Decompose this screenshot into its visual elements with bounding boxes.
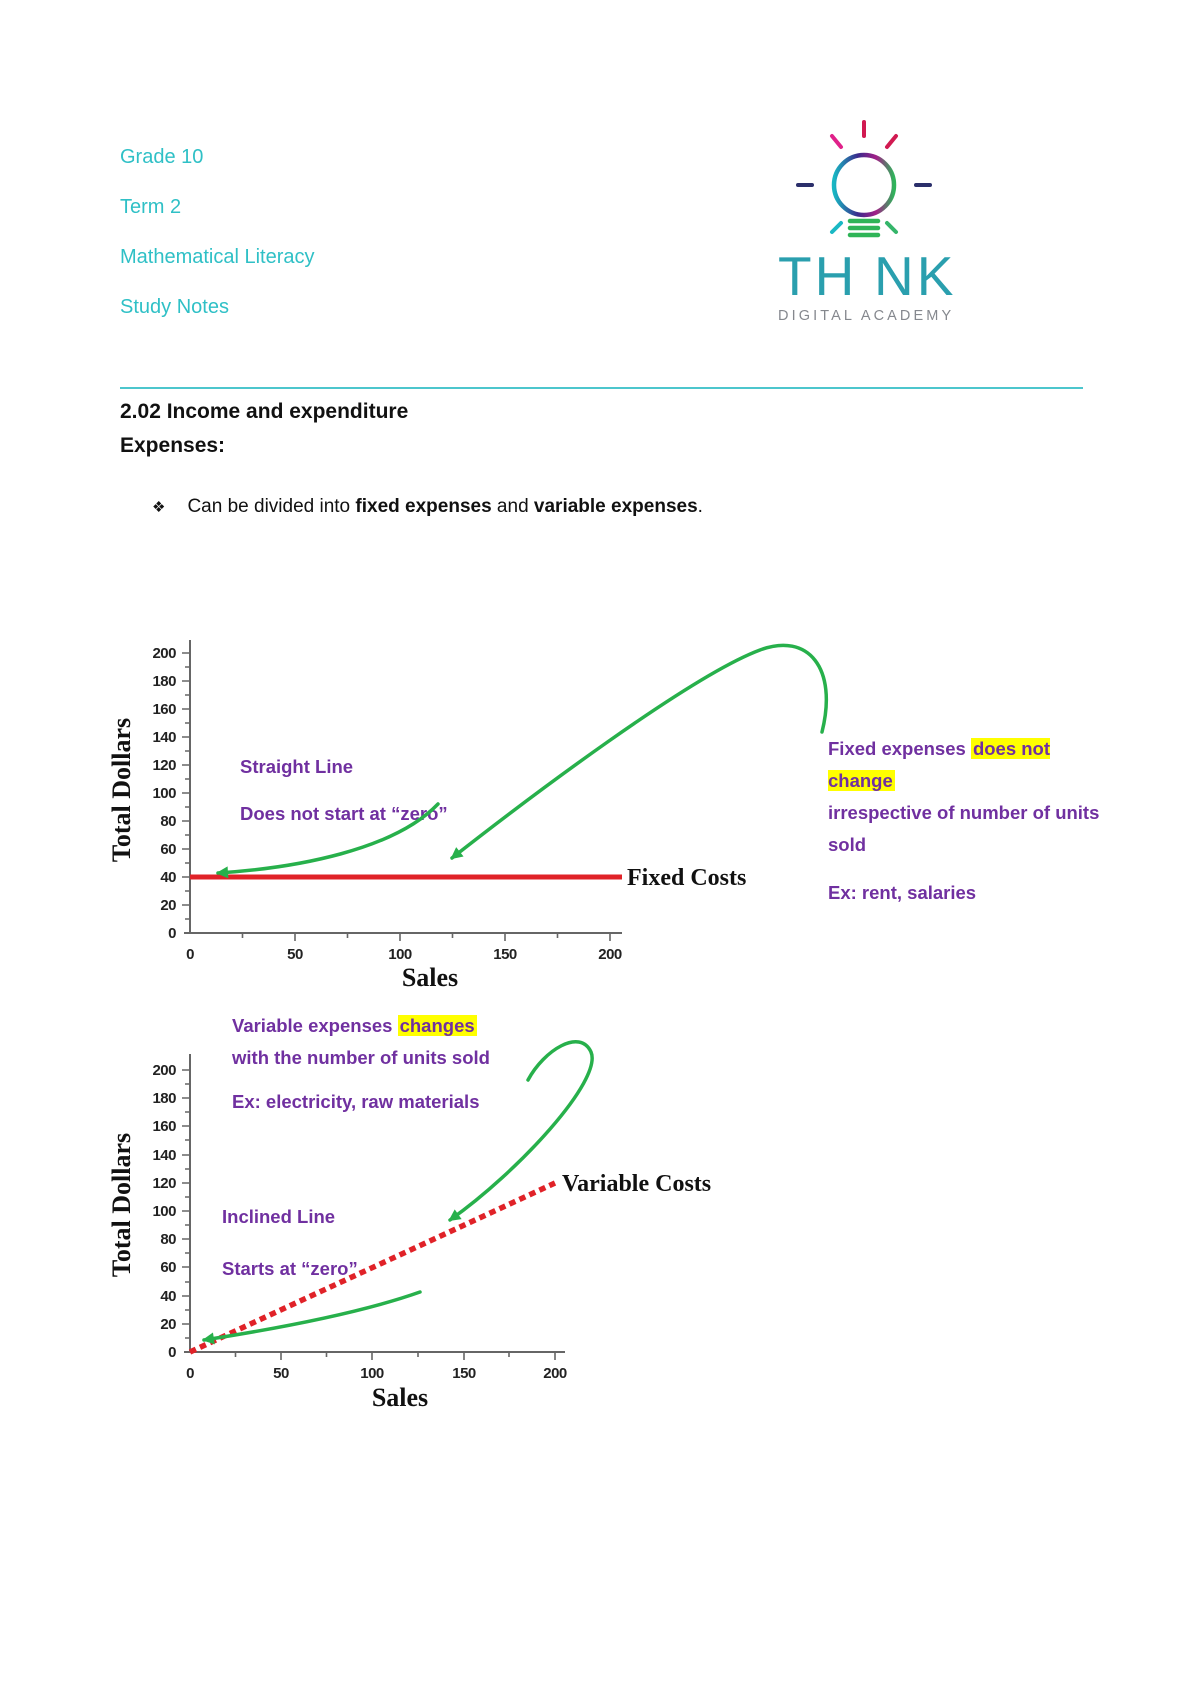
y-axis-label: Total Dollars [107, 718, 136, 862]
think-digital-academy-logo: TH NK DIGITAL ACADEMY [778, 120, 956, 324]
y-major-ticks [182, 1069, 190, 1325]
x-tick-200: 200 [543, 1365, 567, 1382]
not-zero-annotation: Does not start at “zero” [240, 803, 448, 824]
fixed-example-note: Ex: rent, salaries [828, 882, 977, 903]
y-tick-120: 120 [152, 757, 176, 774]
fixed-expenses-note: Fixed expenses does not change irrespect… [828, 733, 1120, 909]
document-header: Grade 10 Term 2 Mathematical Literacy St… [120, 146, 315, 346]
y-tick-0: 0 [168, 1344, 176, 1361]
y-tick-20: 20 [160, 897, 176, 914]
y-tick-0: 0 [168, 925, 176, 942]
brand-tagline: DIGITAL ACADEMY [778, 308, 954, 324]
x-tick-200: 200 [598, 946, 622, 963]
x-tick-150: 150 [452, 1365, 476, 1382]
variable-costs-line-label: Variable Costs [562, 1171, 711, 1197]
header-term: Term 2 [120, 196, 182, 218]
y-tick-140: 140 [152, 1147, 176, 1164]
bullet-text-pre: Can be divided into [187, 496, 356, 517]
x-major-ticks [294, 933, 611, 941]
brand-text-right: NK [874, 245, 956, 307]
y-tick-160: 160 [152, 701, 176, 718]
section-subheading: Expenses: [120, 434, 226, 457]
y-tick-120: 120 [152, 1175, 176, 1192]
x-axis-label: Sales [372, 1383, 428, 1412]
y-tick-60: 60 [160, 1259, 176, 1276]
variable-expenses-note: Variable expenses changes with the numbe… [232, 1010, 490, 1074]
ray-upper-left-icon [830, 134, 843, 149]
y-tick-60: 60 [160, 841, 176, 858]
bulb-base-coil-icon [847, 218, 881, 238]
fixed-note-line3: sold [828, 834, 867, 855]
inclined-line-annotation: Inclined Line [222, 1206, 335, 1227]
x-tick-150: 150 [493, 946, 517, 963]
ray-upper-right-icon [885, 134, 898, 149]
x-minor-ticks [234, 1352, 510, 1357]
fixed-note-pre: Fixed expenses [828, 738, 971, 759]
x-axis-label: Sales [402, 963, 458, 992]
y-tick-20: 20 [160, 1316, 176, 1333]
y-tick-40: 40 [160, 1288, 176, 1305]
green-arrow-to-fixed-line [450, 643, 828, 860]
x-tick-100: 100 [388, 946, 412, 963]
fixed-costs-line-label: Fixed Costs [627, 865, 746, 891]
y-tick-80: 80 [160, 1231, 176, 1248]
y-tick-40: 40 [160, 869, 176, 886]
green-arrow-to-origin [202, 1290, 422, 1345]
fixed-costs-chart: 200 180 160 140 120 100 80 60 40 20 0 0 … [107, 640, 828, 992]
lightbulb-icon [831, 152, 897, 218]
y-minor-ticks [185, 666, 190, 920]
variable-note-pre: Variable expenses [232, 1015, 398, 1036]
y-minor-ticks [185, 1083, 190, 1339]
section-divider [120, 387, 1083, 389]
header-grade: Grade 10 [120, 146, 204, 168]
green-arrow-to-line-start [216, 802, 440, 879]
variable-costs-line [188, 1180, 557, 1355]
starts-zero-annotation: Starts at “zero” [222, 1258, 358, 1279]
y-tick-80: 80 [160, 813, 176, 830]
bullet-item: ❖ Can be divided into fixed expenses and… [152, 496, 703, 518]
y-tick-200: 200 [152, 1062, 176, 1079]
ray-lower-left-icon [830, 221, 843, 234]
variable-example-note: Ex: electricity, raw materials [232, 1091, 480, 1112]
bullet-bold-fixed: fixed expenses [355, 496, 492, 517]
y-tick-180: 180 [152, 673, 176, 690]
x-tick-100: 100 [360, 1365, 384, 1382]
ray-lower-right-icon [885, 221, 898, 234]
bullet-text-mid: and [491, 496, 534, 517]
y-tick-100: 100 [152, 785, 176, 802]
y-tick-100: 100 [152, 1203, 176, 1220]
fixed-note-line2: irrespective of number of units [828, 802, 1100, 823]
x-tick-0: 0 [186, 946, 194, 963]
header-doc-type: Study Notes [120, 296, 229, 318]
variable-note-highlight: changes [397, 1015, 477, 1036]
diamond-bullet-icon: ❖ [152, 499, 166, 516]
brand-text-left: TH [778, 245, 857, 307]
y-tick-140: 140 [152, 729, 176, 746]
variable-costs-chart: 200 180 160 140 120 100 80 60 40 20 0 0 … [107, 1040, 711, 1412]
variable-note-line2: with the number of units sold [232, 1047, 490, 1068]
green-arrow-to-variable-line [448, 1040, 594, 1222]
y-tick-160: 160 [152, 1118, 176, 1135]
straight-line-annotation: Straight Line [240, 756, 353, 777]
bullet-bold-variable: variable expenses [533, 496, 698, 517]
y-axis-label: Total Dollars [107, 1133, 136, 1277]
y-tick-180: 180 [152, 1090, 176, 1107]
header-subject: Mathematical Literacy [120, 246, 315, 268]
y-major-ticks [182, 652, 190, 906]
x-tick-0: 0 [186, 1365, 194, 1382]
x-minor-ticks [241, 933, 559, 938]
x-tick-50: 50 [287, 946, 303, 963]
bullet-text-end: . [697, 496, 703, 517]
y-tick-200: 200 [152, 645, 176, 662]
lightbulb-rays-icon [796, 120, 932, 234]
x-major-ticks [280, 1352, 556, 1360]
section-heading: 2.02 Income and expenditure [120, 400, 409, 423]
x-tick-50: 50 [273, 1365, 289, 1382]
bullet-text: Can be divided into fixed expenses and v… [187, 496, 702, 518]
